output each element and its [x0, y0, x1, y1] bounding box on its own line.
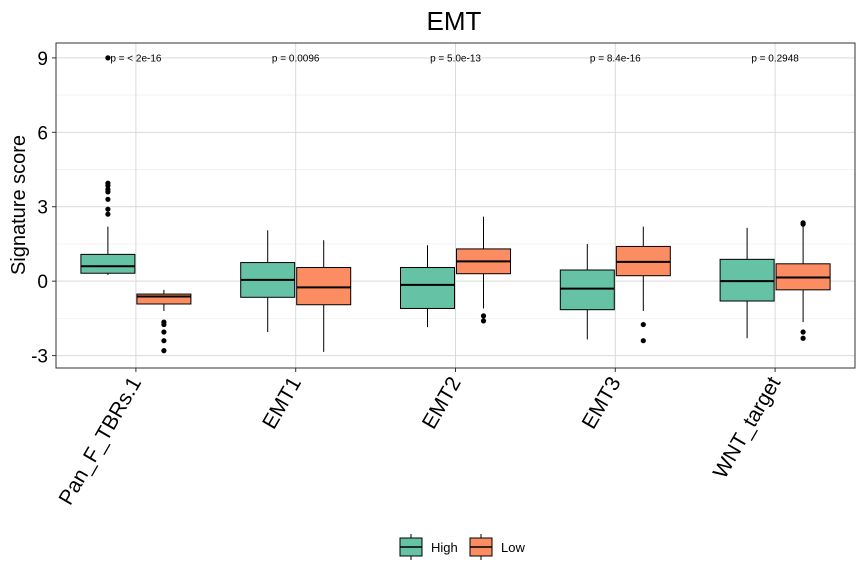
y-tick-label: 0 — [37, 272, 48, 293]
outlier-point — [161, 321, 167, 328]
outlier-point — [480, 318, 487, 324]
x-tick-label: EMT2 — [418, 373, 466, 433]
pvalue-label: p = 5.0e-13 — [430, 54, 481, 65]
box-high — [80, 253, 136, 274]
box-low — [296, 267, 352, 306]
y-tick-label: -3 — [31, 347, 48, 368]
outlier-point — [161, 348, 167, 354]
legend: High Low — [399, 534, 525, 560]
box-high — [559, 269, 615, 311]
y-tick-label: 3 — [37, 198, 48, 219]
outlier-point — [105, 55, 111, 61]
plot-area: p = < 2e-16 p = 0.0096 p = 5.0e-13 p = 8.4e… — [31, 42, 856, 509]
x-tick-label: Pan_F_TBRs.1 — [55, 373, 147, 509]
x-tick-label: WNT_target — [709, 373, 786, 483]
chart-title: EMT — [427, 6, 482, 36]
outlier-point — [800, 329, 806, 335]
legend-label-low: Low — [501, 540, 525, 555]
outlier-point — [800, 220, 806, 226]
pvalue-label: p = < 2e-16 — [110, 54, 162, 65]
outlier-point — [800, 335, 806, 341]
outlier-point — [640, 321, 646, 328]
outlier-point — [480, 313, 487, 319]
box-high — [400, 267, 455, 309]
y-tick-label: 6 — [37, 123, 48, 144]
x-tick-label: EMT1 — [258, 373, 306, 433]
pvalue-label: p = 8.4e-16 — [590, 54, 641, 65]
outlier-point — [640, 338, 646, 344]
outlier-point — [161, 338, 167, 344]
y-axis-title: Signature score — [8, 135, 30, 275]
outlier-point — [105, 180, 111, 186]
y-tick-label: 9 — [37, 49, 48, 70]
outlier-point — [105, 186, 111, 192]
pvalue-label: p = 0.2948 — [751, 54, 799, 65]
outlier-point — [105, 206, 111, 212]
pvalue-label: p = 0.0096 — [272, 54, 320, 65]
outlier-point — [105, 196, 111, 202]
outlier-point — [161, 329, 167, 335]
outlier-point — [105, 211, 111, 217]
x-tick-label: EMT3 — [578, 373, 626, 433]
box-low — [136, 293, 192, 305]
legend-label-high: High — [431, 540, 458, 555]
